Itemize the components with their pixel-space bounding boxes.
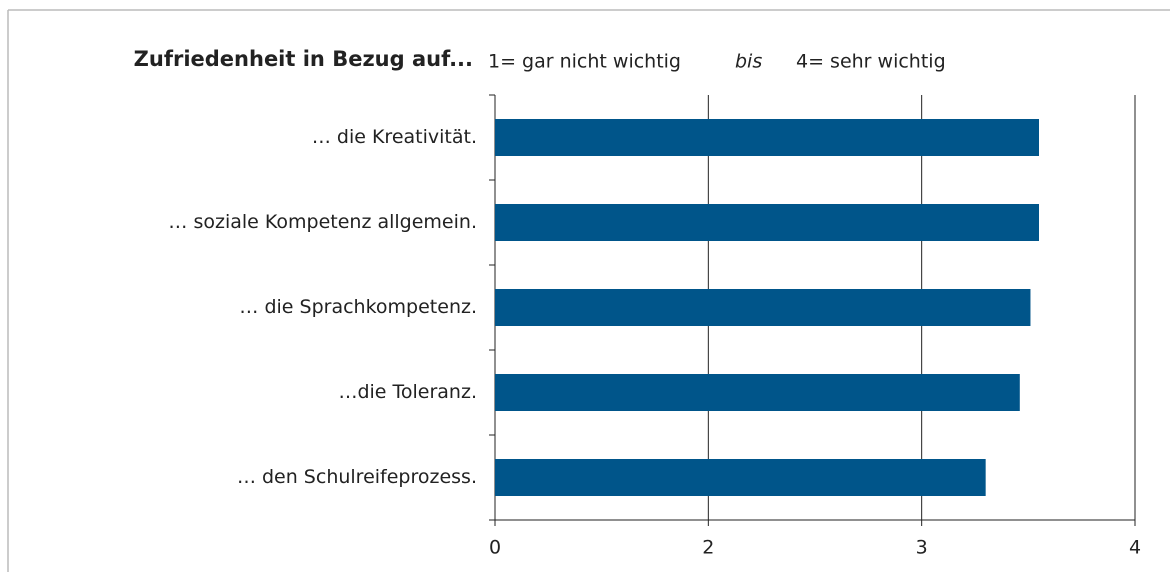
- chart-title: Zufriedenheit in Bezug auf...: [134, 47, 473, 71]
- y-tick-label: … den Schulreifeprozess.: [237, 466, 477, 488]
- x-tick-label: 4: [1129, 537, 1141, 559]
- subtitle: 4= sehr wichtig: [796, 51, 946, 73]
- subtitle: 1= gar nicht wichtig: [488, 51, 681, 73]
- x-tick-label: 2: [702, 537, 714, 559]
- bar: [495, 289, 1031, 326]
- bar: [495, 119, 1039, 156]
- x-tick-label: 3: [916, 537, 928, 559]
- bar: [495, 374, 1020, 411]
- y-tick-label: … die Kreativität.: [312, 126, 477, 148]
- y-tick-label: … die Sprachkompetenz.: [239, 296, 477, 318]
- subtitle: bis: [735, 51, 762, 73]
- bar: [495, 459, 986, 496]
- y-tick-label: …die Toleranz.: [338, 381, 477, 403]
- bar: [495, 204, 1039, 241]
- x-tick-label: 0: [489, 537, 501, 559]
- y-tick-label: … soziale Kompetenz allgemein.: [168, 211, 477, 233]
